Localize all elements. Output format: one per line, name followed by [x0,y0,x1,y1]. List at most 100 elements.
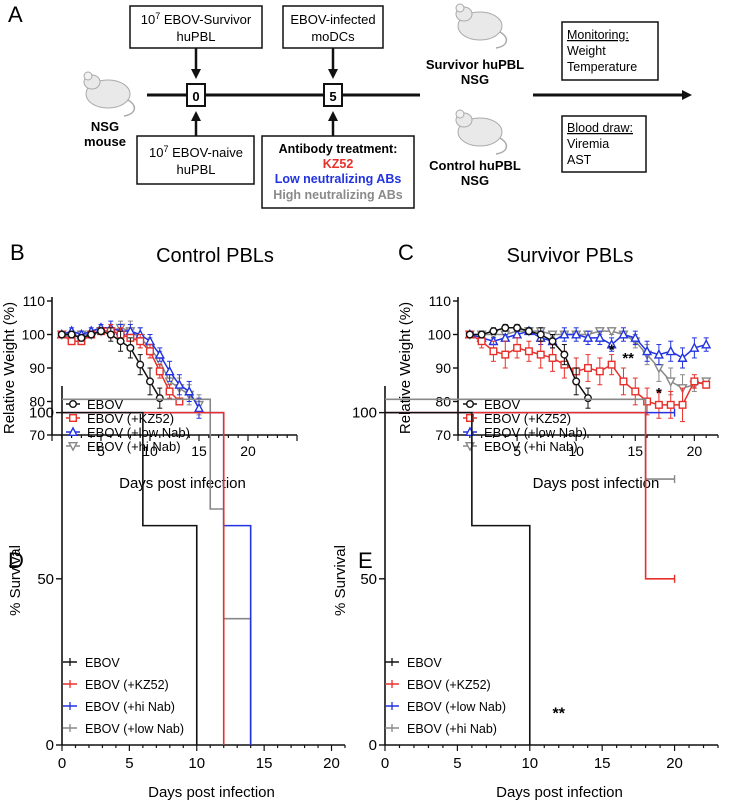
monitoring-weight: Weight [567,44,606,58]
legend-label: EBOV (+hi Nab) [85,700,175,714]
data-point [584,394,593,403]
data-point [654,400,663,409]
data-point [174,379,185,389]
data-point [155,367,164,376]
chart-survival-control: D 0 50 100 0 5 10 15 20 Days post infection % Surv… [7,386,346,801]
day-0-label: 0 [192,89,199,104]
legend-label: EBOV (+KZ52) [407,678,491,692]
data-point [144,335,156,346]
y-tick-label: 80 [29,394,45,410]
legend-item: EBOV (+low Nab) [385,700,506,714]
data-point [524,347,533,356]
data-point [630,332,641,342]
survivor-hupbl-text: 107 EBOV-Survivor [141,11,252,27]
data-point [642,345,653,356]
legend-marker [464,442,476,452]
data-point [701,338,712,349]
y-tick-label: 50 [360,571,377,588]
data-point [594,332,605,342]
day-5-box [323,83,343,107]
x-tick-label: 20 [687,443,703,459]
data-point [606,338,617,349]
data-point [155,394,164,403]
data-point [665,345,676,356]
legend-label: EBOV (+hi Nab) [484,439,578,454]
x-tick-label: 15 [191,443,207,459]
chart-title: Control PBLs [156,245,274,267]
legend-item: EBOV (+hi Nab) [463,439,578,454]
data-point [57,330,66,339]
data-point [619,377,628,386]
y-tick-label: 100 [352,405,377,422]
series-EBOV [465,323,593,409]
legend-marker [466,400,475,409]
y-tick-label: 100 [428,327,452,343]
legend-label: EBOV (+low Nab) [407,700,506,714]
x-axis-label: Days post infection [496,784,623,801]
data-point [465,330,474,339]
legend-marker [67,426,79,436]
x-tick-label: 10 [521,755,538,772]
data-point [548,353,557,362]
legend-label: EBOV (+KZ52) [87,411,174,426]
survivor-group-label-2: NSG [461,72,489,87]
y-tick-label: 90 [29,360,45,376]
chart-survivor-pbls: C Survivor PBLs 70 80 90 100 110 5 10 15 20 Days po… [397,240,719,492]
legend-item: EBOV (+low Nab) [66,425,190,440]
x-axis-label: Days post infection [533,475,660,492]
legend-label: EBOV (+low Nab) [484,425,587,440]
legend-label: EBOV [85,656,120,670]
legend-label: EBOV (+KZ52) [85,678,169,692]
y-tick-label: 70 [435,427,451,443]
box-antibody-treatment [261,135,415,209]
data-point [653,348,664,359]
x-tick-label: 15 [627,443,643,459]
significance-mark: ** [622,350,634,367]
data-point [582,332,594,342]
x-tick-label: 10 [568,443,584,459]
significance-mark: * [656,385,662,402]
nsg-mouse-label-2: mouse [84,134,126,149]
legend-item: EBOV [385,656,442,670]
y-tick-label: 100 [29,405,54,422]
blood-viremia: Viremia [567,137,609,151]
data-point [571,328,582,339]
antibody-title: Antibody treatment: [279,142,398,156]
data-point [501,350,510,359]
legend-item: EBOV (+hi Nab) [385,722,497,736]
naive-hupbl-text: 107 EBOV-naive [149,144,243,160]
data-point [136,337,145,346]
y-tick-label: 110 [23,293,46,309]
data-point [184,385,195,396]
data-point [666,400,675,409]
data-point [501,323,510,332]
survivor-hupbl-text-2: huPBL [176,29,215,44]
data-point [618,328,629,339]
legend-marker [464,426,476,436]
survivor-mouse-icon [455,3,508,49]
data-point [690,377,699,386]
series-line [469,327,589,399]
survival-curve-EBOV [385,411,531,745]
box-monitoring [561,21,659,81]
legend-item: EBOV (+KZ52) [463,411,571,426]
legend-item: EBOV (+low Nab) [463,425,587,440]
data-point [96,327,105,336]
y-axis-label: Relative Weight (%) [397,302,414,434]
y-tick-label: 110 [429,293,452,309]
legend-item: EBOV [63,656,120,670]
data-point [106,330,115,339]
legend-item: EBOV (+low Nab) [63,722,184,736]
data-point [489,347,498,356]
legend-item: EBOV (+KZ52) [385,678,491,692]
day-5-label: 5 [329,89,336,104]
control-group-label-1: Control huPBL [429,158,521,173]
legend-label: EBOV [407,656,442,670]
legend-label: EBOV (+low Nab) [85,722,184,736]
data-point [477,337,486,346]
data-point [77,333,86,342]
day-0-box [186,83,206,107]
series-EBOV [57,327,164,409]
legend-item: EBOV (+hi Nab) [63,700,175,714]
